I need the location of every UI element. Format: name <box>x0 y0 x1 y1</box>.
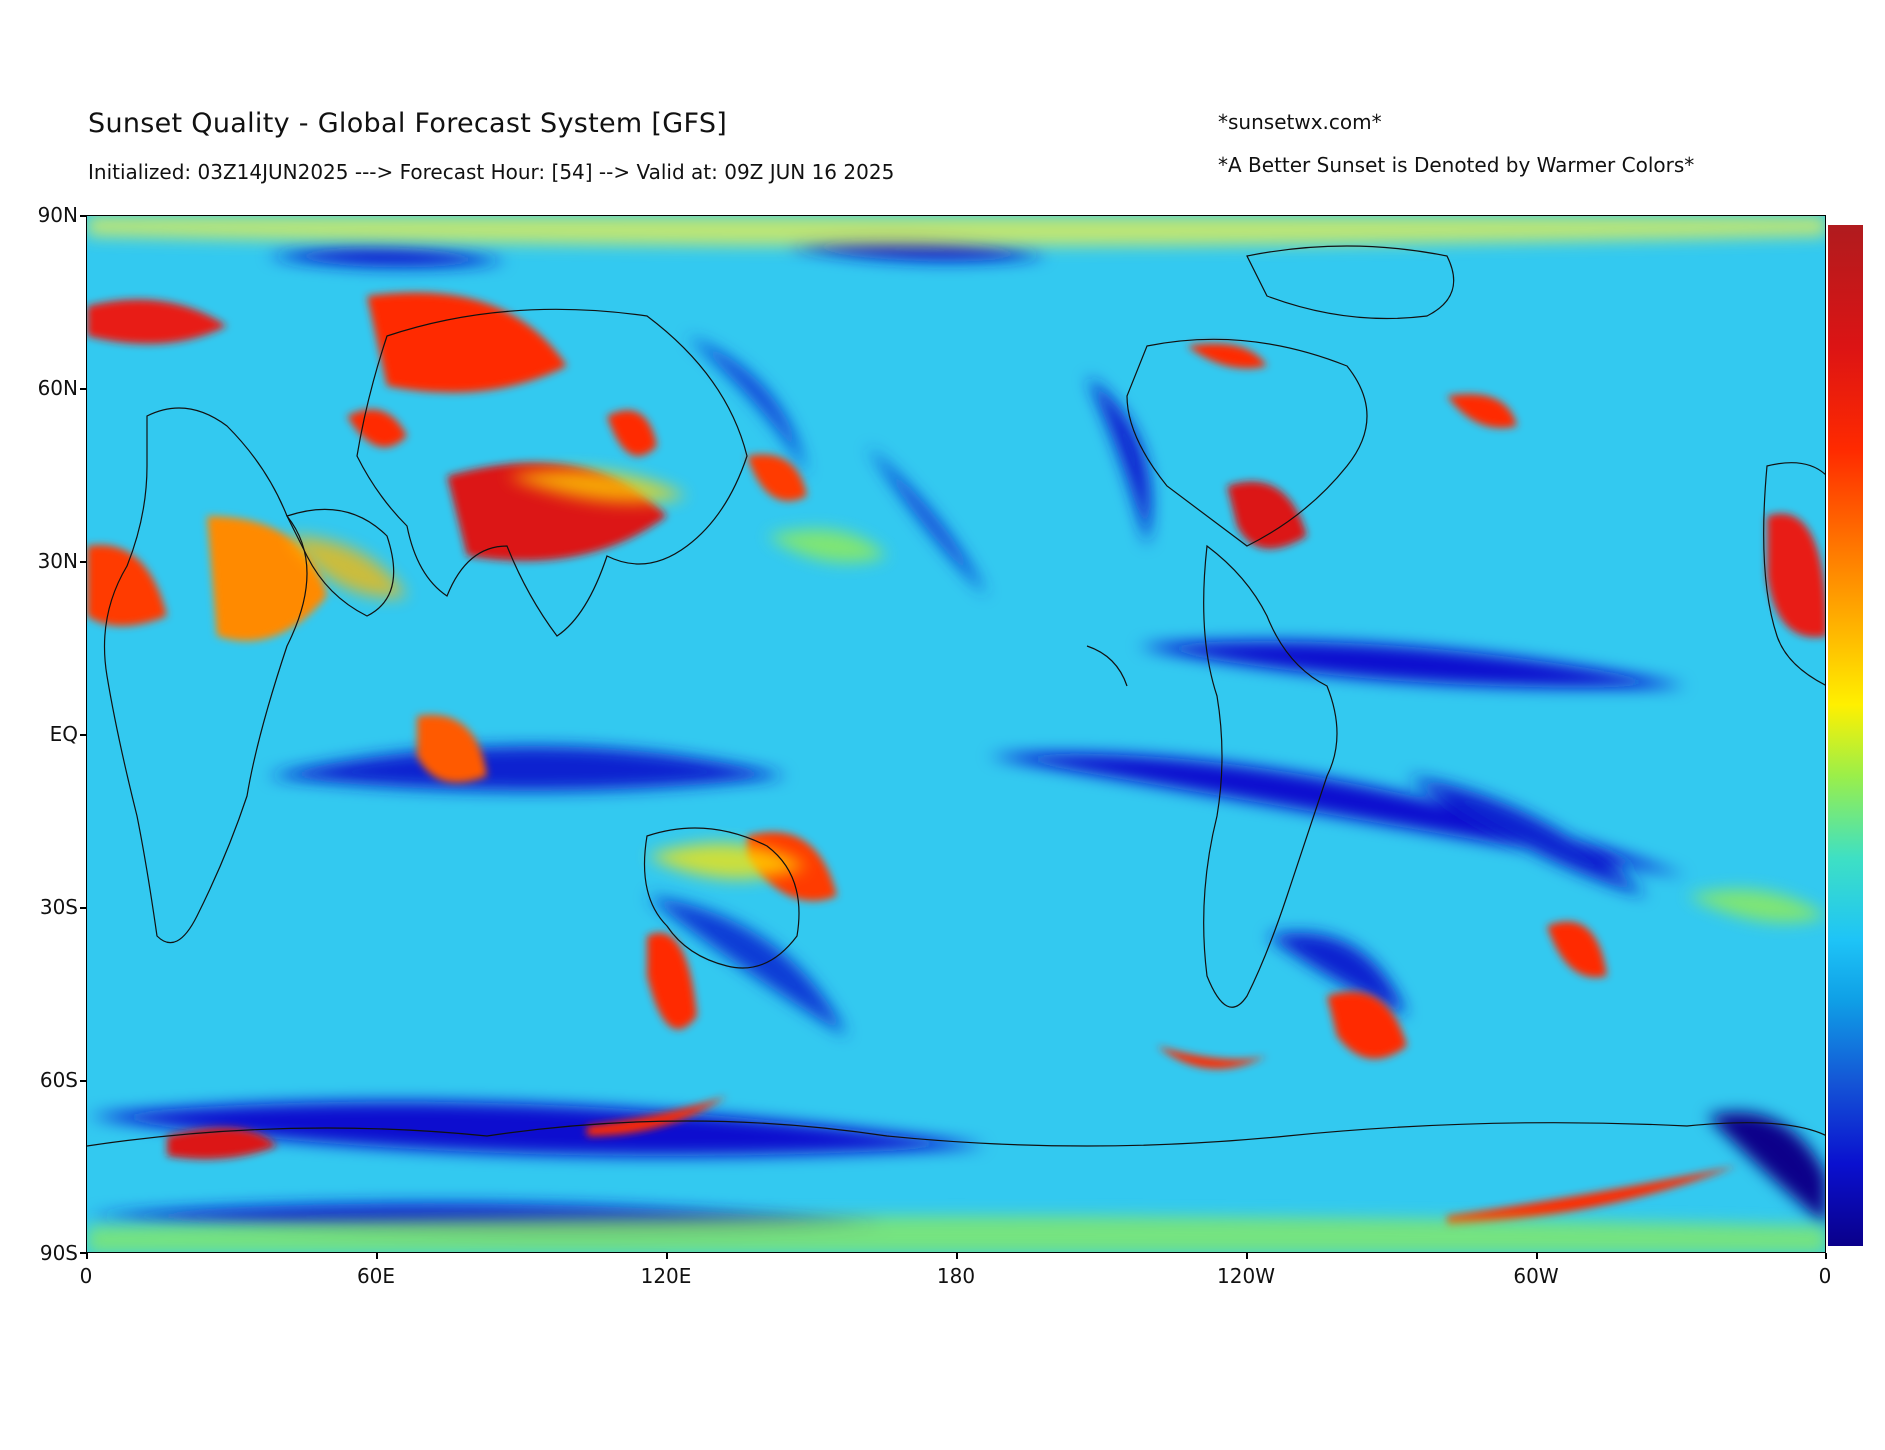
legend-hint: *A Better Sunset is Denoted by Warmer Co… <box>1218 153 1695 177</box>
coastlines <box>87 245 1825 1147</box>
x-tick-label-60e: 60E <box>356 1264 396 1288</box>
y-tick-label-90s: 90S <box>39 1241 78 1265</box>
y-tick-label-60n: 60N <box>37 376 78 400</box>
sunset-quality-map <box>86 215 1826 1253</box>
y-tick-label-30s: 30S <box>39 895 78 919</box>
x-tick-mark <box>376 1253 378 1259</box>
moderate-quality-regions <box>87 216 1825 1252</box>
x-tick-label-0: 0 <box>79 1264 93 1288</box>
colorbar <box>1828 225 1863 1246</box>
y-tick-mark <box>80 734 86 736</box>
y-tick-mark <box>80 907 86 909</box>
y-tick-label-90n: 90N <box>37 203 78 227</box>
x-tick-mark <box>86 1253 88 1259</box>
y-tick-label-30n: 30N <box>37 549 78 573</box>
x-tick-label-60w: 60W <box>1513 1264 1559 1288</box>
x-tick-label-180: 180 <box>936 1264 976 1288</box>
map-field <box>87 216 1825 1252</box>
x-tick-mark <box>1825 1253 1827 1259</box>
x-tick-mark <box>956 1253 958 1259</box>
x-tick-mark <box>1536 1253 1538 1259</box>
y-tick-mark <box>80 215 86 217</box>
x-tick-mark <box>666 1253 668 1259</box>
y-tick-mark <box>80 1252 86 1254</box>
site-credit: *sunsetwx.com* <box>1218 110 1382 134</box>
chart-subtitle: Initialized: 03Z14JUN2025 ---> Forecast … <box>88 160 895 184</box>
chart-title: Sunset Quality - Global Forecast System … <box>88 108 728 139</box>
x-tick-label-0-end: 0 <box>1818 1264 1832 1288</box>
y-tick-mark <box>80 561 86 563</box>
y-tick-label-eq: EQ <box>49 722 78 746</box>
y-tick-label-60s: 60S <box>39 1068 78 1092</box>
x-tick-label-120w: 120W <box>1217 1264 1275 1288</box>
x-tick-label-120e: 120E <box>640 1264 692 1288</box>
field-background <box>87 216 1825 1252</box>
y-tick-mark <box>80 1080 86 1082</box>
x-tick-mark <box>1246 1253 1248 1259</box>
high-quality-regions <box>87 292 1825 1226</box>
y-tick-mark <box>80 388 86 390</box>
